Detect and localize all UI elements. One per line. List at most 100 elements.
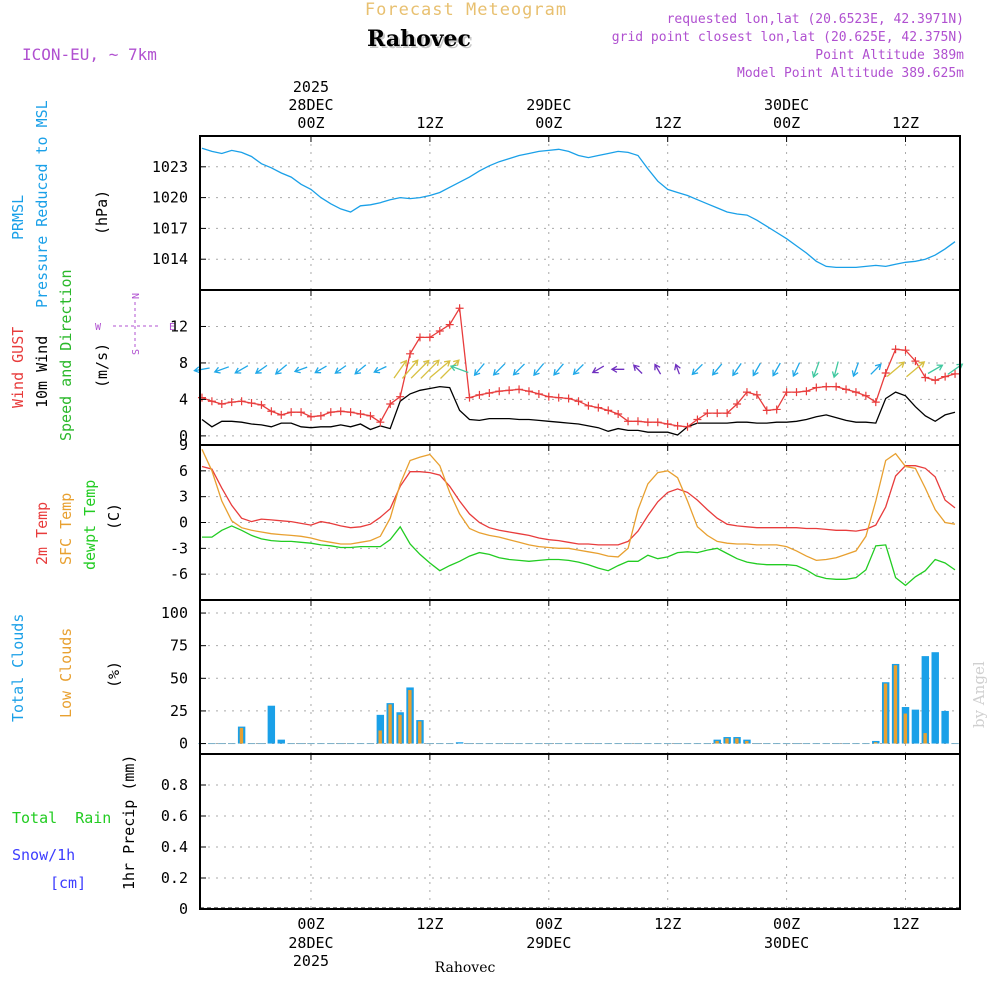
total-clouds-bar <box>911 709 920 744</box>
gust-point-marker <box>653 418 662 427</box>
station-title: Rahovec <box>367 26 471 52</box>
compass-east: E <box>169 322 175 333</box>
gust-point-marker <box>752 390 761 399</box>
wind-direction-arrow <box>410 359 430 379</box>
value-tick-label: 25 <box>170 702 188 720</box>
wind-unit: (m/s) <box>93 343 111 388</box>
value-tick-label: 8 <box>179 354 188 372</box>
forecast-meteogram-subtitle: Forecast Meteogram <box>365 0 567 20</box>
bottom-year-label: 2025 <box>293 952 329 970</box>
gust-point-marker <box>534 389 543 398</box>
top-date-label: 28DEC <box>288 96 333 114</box>
dewpt-temp-line <box>202 525 956 587</box>
compass-south: S <box>131 349 142 355</box>
gust-point-marker <box>901 346 910 355</box>
value-tick-label: 0 <box>179 514 188 532</box>
gust-point-marker <box>356 410 365 418</box>
wind-direction-arrow <box>632 364 643 374</box>
sfc-temp-line <box>201 449 956 562</box>
total-clouds-bar <box>267 705 276 744</box>
gust-point-marker <box>881 368 890 377</box>
wind-direction-arrow <box>254 364 268 374</box>
wind-direction-arrow <box>429 360 451 379</box>
value-tick-label: -3 <box>170 539 188 557</box>
gust-point-marker <box>842 385 851 394</box>
gust-point-marker <box>861 391 870 400</box>
low-clouds-bar <box>873 742 878 744</box>
gust-point-marker <box>505 386 514 395</box>
total-clouds-bar <box>376 714 385 744</box>
wind-direction-arrow <box>393 359 408 379</box>
wind-direction-arrow <box>293 366 308 374</box>
value-tick-label: 1020 <box>152 189 188 207</box>
total-clouds-bar <box>455 742 464 744</box>
gust-point-marker <box>911 357 920 366</box>
gust-point-marker <box>614 410 623 418</box>
value-tick-label: 50 <box>170 669 188 687</box>
value-tick-label: 0.4 <box>161 838 188 856</box>
wind-direction-arrow <box>870 363 882 375</box>
wind-direction-arrow <box>691 363 703 376</box>
total-clouds-bar <box>941 710 949 744</box>
gust-point-marker <box>624 417 633 426</box>
station-title-shadow: Rahovec <box>369 28 473 54</box>
gust-point-marker <box>792 388 801 397</box>
value-tick-label: 1023 <box>152 158 188 176</box>
pressure-label: Pressure Reduced to MSL <box>33 100 51 308</box>
gust-point-marker <box>316 411 325 420</box>
bottom-hour-label: 00Z <box>297 915 324 933</box>
wind-direction-arrow <box>752 362 761 377</box>
top-date-label: 29DEC <box>526 96 571 114</box>
gust-point-marker <box>227 398 236 407</box>
gust-point-marker <box>247 399 256 408</box>
gust-point-marker <box>673 421 682 430</box>
top-date-label: 30DEC <box>764 96 809 114</box>
gust-point-marker <box>445 320 454 329</box>
wind-direction-arrow <box>420 359 440 379</box>
wind-direction-arrow <box>314 365 327 374</box>
value-tick-label: 3 <box>179 488 188 506</box>
wind-direction-arrow <box>512 363 525 376</box>
gust-point-marker <box>832 382 841 391</box>
gust-point-marker <box>217 399 226 408</box>
gust-point-marker <box>425 333 434 342</box>
gust-point-marker <box>703 409 712 418</box>
low-clouds-bar <box>923 733 927 744</box>
gust-point-marker <box>366 411 375 420</box>
low-clouds-bar <box>715 740 719 744</box>
wind-direction-arrow <box>440 359 460 379</box>
gust-point-marker <box>574 397 583 406</box>
total-rain-label: Total Rain <box>12 809 111 827</box>
wind-direction-arrow <box>533 363 545 377</box>
wind-direction-arrow <box>354 364 367 375</box>
wind-direction-arrow <box>334 365 347 374</box>
gust-point-marker <box>524 387 533 396</box>
gust-point-marker <box>406 349 415 358</box>
gust-point-marker <box>465 393 474 402</box>
gust-point-marker <box>267 407 276 416</box>
requested-coordinates: requested lon,lat (20.6523E, 42.3971N) <box>667 12 964 27</box>
gust-point-marker <box>723 409 732 418</box>
wind-direction-arrow <box>274 364 288 375</box>
gust-point-marker <box>277 410 286 419</box>
top-hour-label: 00Z <box>297 114 324 132</box>
gust-point-marker <box>396 392 405 401</box>
gust-point-marker <box>495 387 504 396</box>
wind-direction-arrow <box>401 359 419 379</box>
bottom-date-label: 28DEC <box>288 934 333 952</box>
temp-dewpt-label: dewpt Temp <box>81 480 99 570</box>
top-year-label: 2025 <box>293 78 329 96</box>
gust-point-marker <box>851 388 860 397</box>
bottom-hour-label: 12Z <box>654 915 681 933</box>
wind-direction-arrow <box>851 362 860 378</box>
gust-point-marker <box>782 388 791 397</box>
wind-direction-arrow <box>492 363 506 376</box>
compass-rose: N S W E <box>95 293 175 355</box>
gust-point-marker <box>435 327 444 336</box>
wind-10m-label: 10m Wind <box>33 336 51 408</box>
value-tick-label: 6 <box>179 462 188 480</box>
low-clouds-bar <box>893 665 898 744</box>
compass-west: W <box>95 322 102 333</box>
low-clouds-bar <box>239 727 244 744</box>
point-altitude: Point Altitude 389m <box>815 48 964 63</box>
